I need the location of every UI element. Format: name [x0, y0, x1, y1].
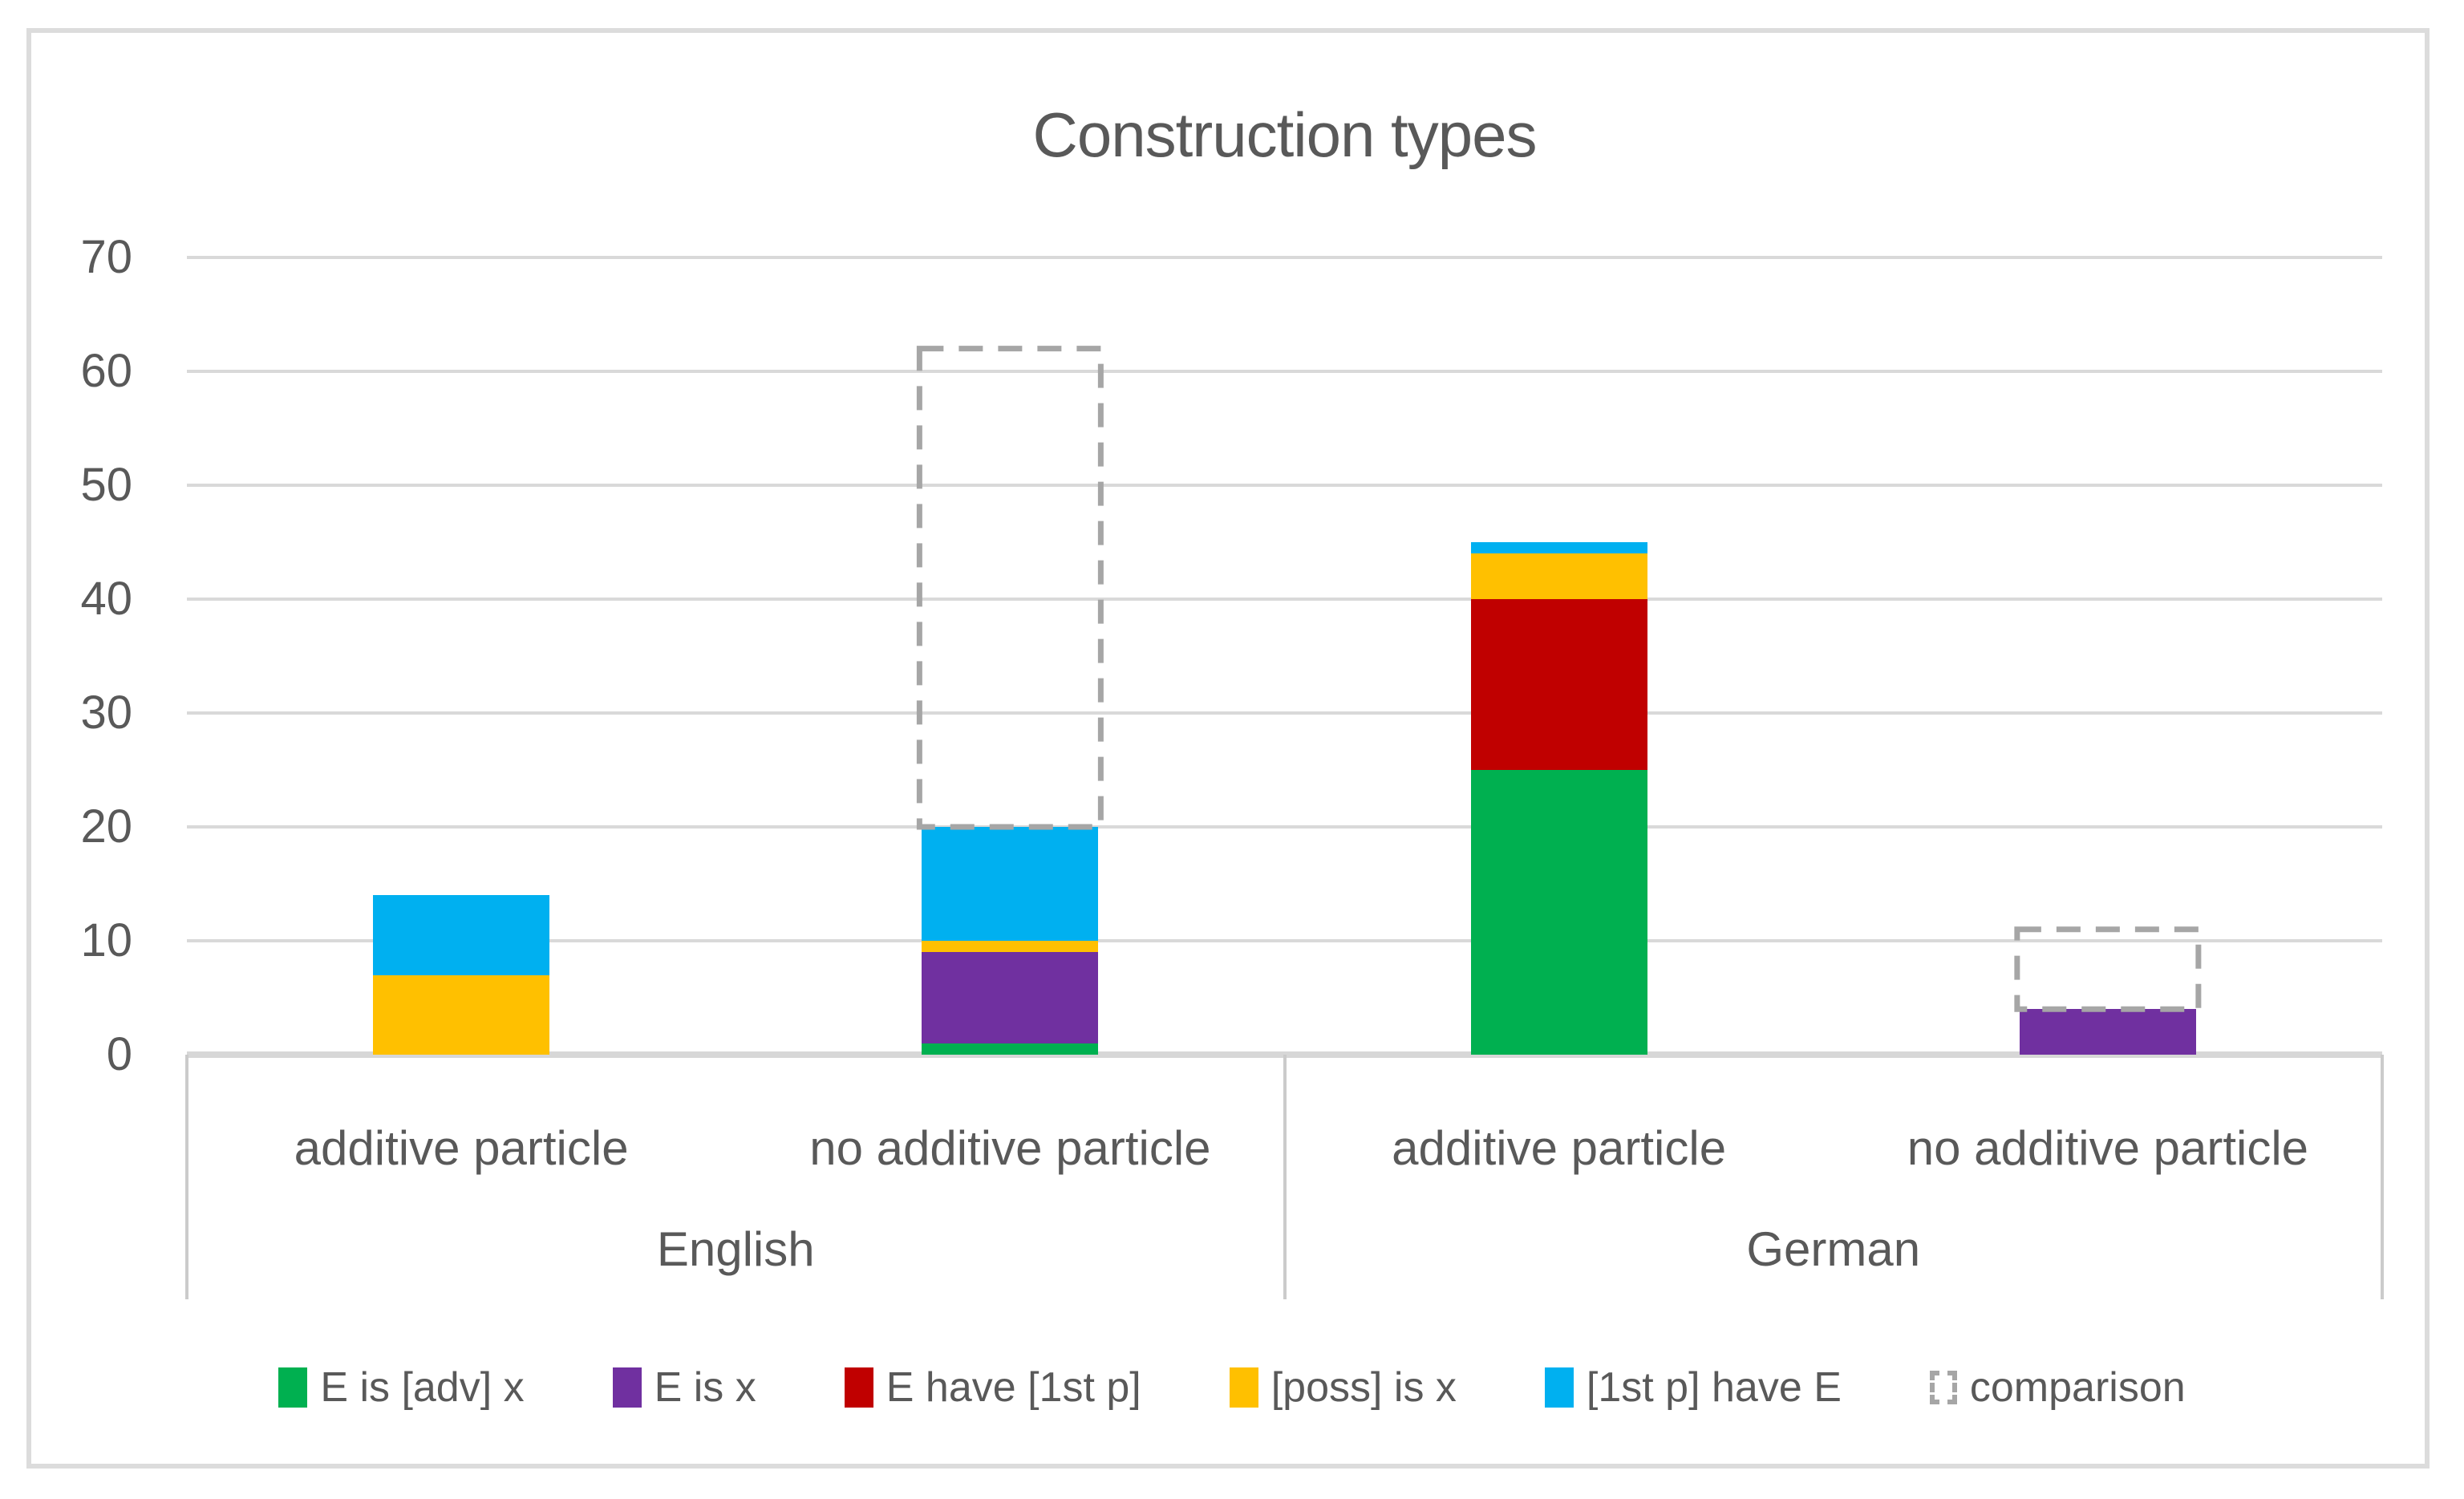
y-tick-label: 50 — [80, 459, 132, 511]
legend-swatch — [1229, 1367, 1258, 1408]
bar-segment — [2019, 1009, 2196, 1055]
bar-segment — [922, 952, 1099, 1043]
bar-segment — [1470, 770, 1647, 1055]
bar-segment — [922, 1043, 1099, 1055]
legend-swatch — [1544, 1367, 1574, 1408]
legend-item: E is [adv] x — [278, 1363, 525, 1412]
group-label: English — [656, 1222, 815, 1276]
legend-label: [poss] is x — [1270, 1364, 1457, 1411]
axis-group-divider — [2381, 1055, 2384, 1299]
comparison-swatch-icon — [1929, 1371, 1957, 1404]
bar-segment — [1470, 599, 1647, 770]
gridline-30 — [187, 711, 2382, 715]
bar-segment — [922, 827, 1099, 941]
y-tick-label: 0 — [106, 1028, 132, 1080]
y-tick-label: 40 — [80, 573, 132, 625]
gridline-20 — [187, 825, 2382, 829]
axis-group-divider — [185, 1055, 188, 1299]
legend-label: E is x — [654, 1364, 756, 1411]
chart-title: Construction types — [1032, 99, 1538, 170]
legend-label: E have [1st p] — [886, 1364, 1141, 1411]
legend-label: [1st p] have E — [1586, 1364, 1842, 1411]
gridline-50 — [187, 484, 2382, 487]
bar-segment — [1470, 542, 1647, 554]
category-label: no additive particle — [809, 1121, 1211, 1175]
y-tick-label: 70 — [80, 231, 132, 283]
y-tick-label: 30 — [80, 687, 132, 739]
legend-swatch — [612, 1367, 642, 1408]
legend-item: E is x — [612, 1363, 756, 1412]
bar-segment — [373, 895, 550, 975]
y-tick-label: 10 — [80, 914, 132, 966]
bar-segment — [1470, 553, 1647, 599]
category-label: no additive particle — [1907, 1121, 2309, 1175]
legend-item: E have [1st p] — [844, 1363, 1141, 1412]
category-label: additive particle — [294, 1121, 629, 1175]
legend-item: [poss] is x — [1229, 1363, 1457, 1412]
y-tick-label: 60 — [80, 345, 132, 397]
gridline-70 — [187, 256, 2382, 259]
legend-swatch — [278, 1367, 308, 1408]
gridline-40 — [187, 598, 2382, 601]
category-label: additive particle — [1392, 1121, 1727, 1175]
legend-label: comparison — [1969, 1364, 2186, 1411]
gridline-10 — [187, 939, 2382, 942]
legend: E is [adv] x E is x E have [1st p] [poss] i… — [112, 1349, 2352, 1426]
legend-item: [1st p] have E — [1544, 1363, 1842, 1412]
legend-label: E is [adv] x — [320, 1364, 525, 1411]
bar-segment — [922, 941, 1099, 953]
y-tick-label: 20 — [80, 800, 132, 853]
group-label: German — [1746, 1222, 1921, 1276]
chart-frame — [26, 28, 2430, 1469]
legend-item-comparison: comparison — [1929, 1363, 2186, 1412]
axis-group-divider — [1283, 1055, 1287, 1299]
gridline-60 — [187, 370, 2382, 373]
bar-segment — [373, 974, 550, 1055]
legend-swatch — [844, 1367, 873, 1408]
